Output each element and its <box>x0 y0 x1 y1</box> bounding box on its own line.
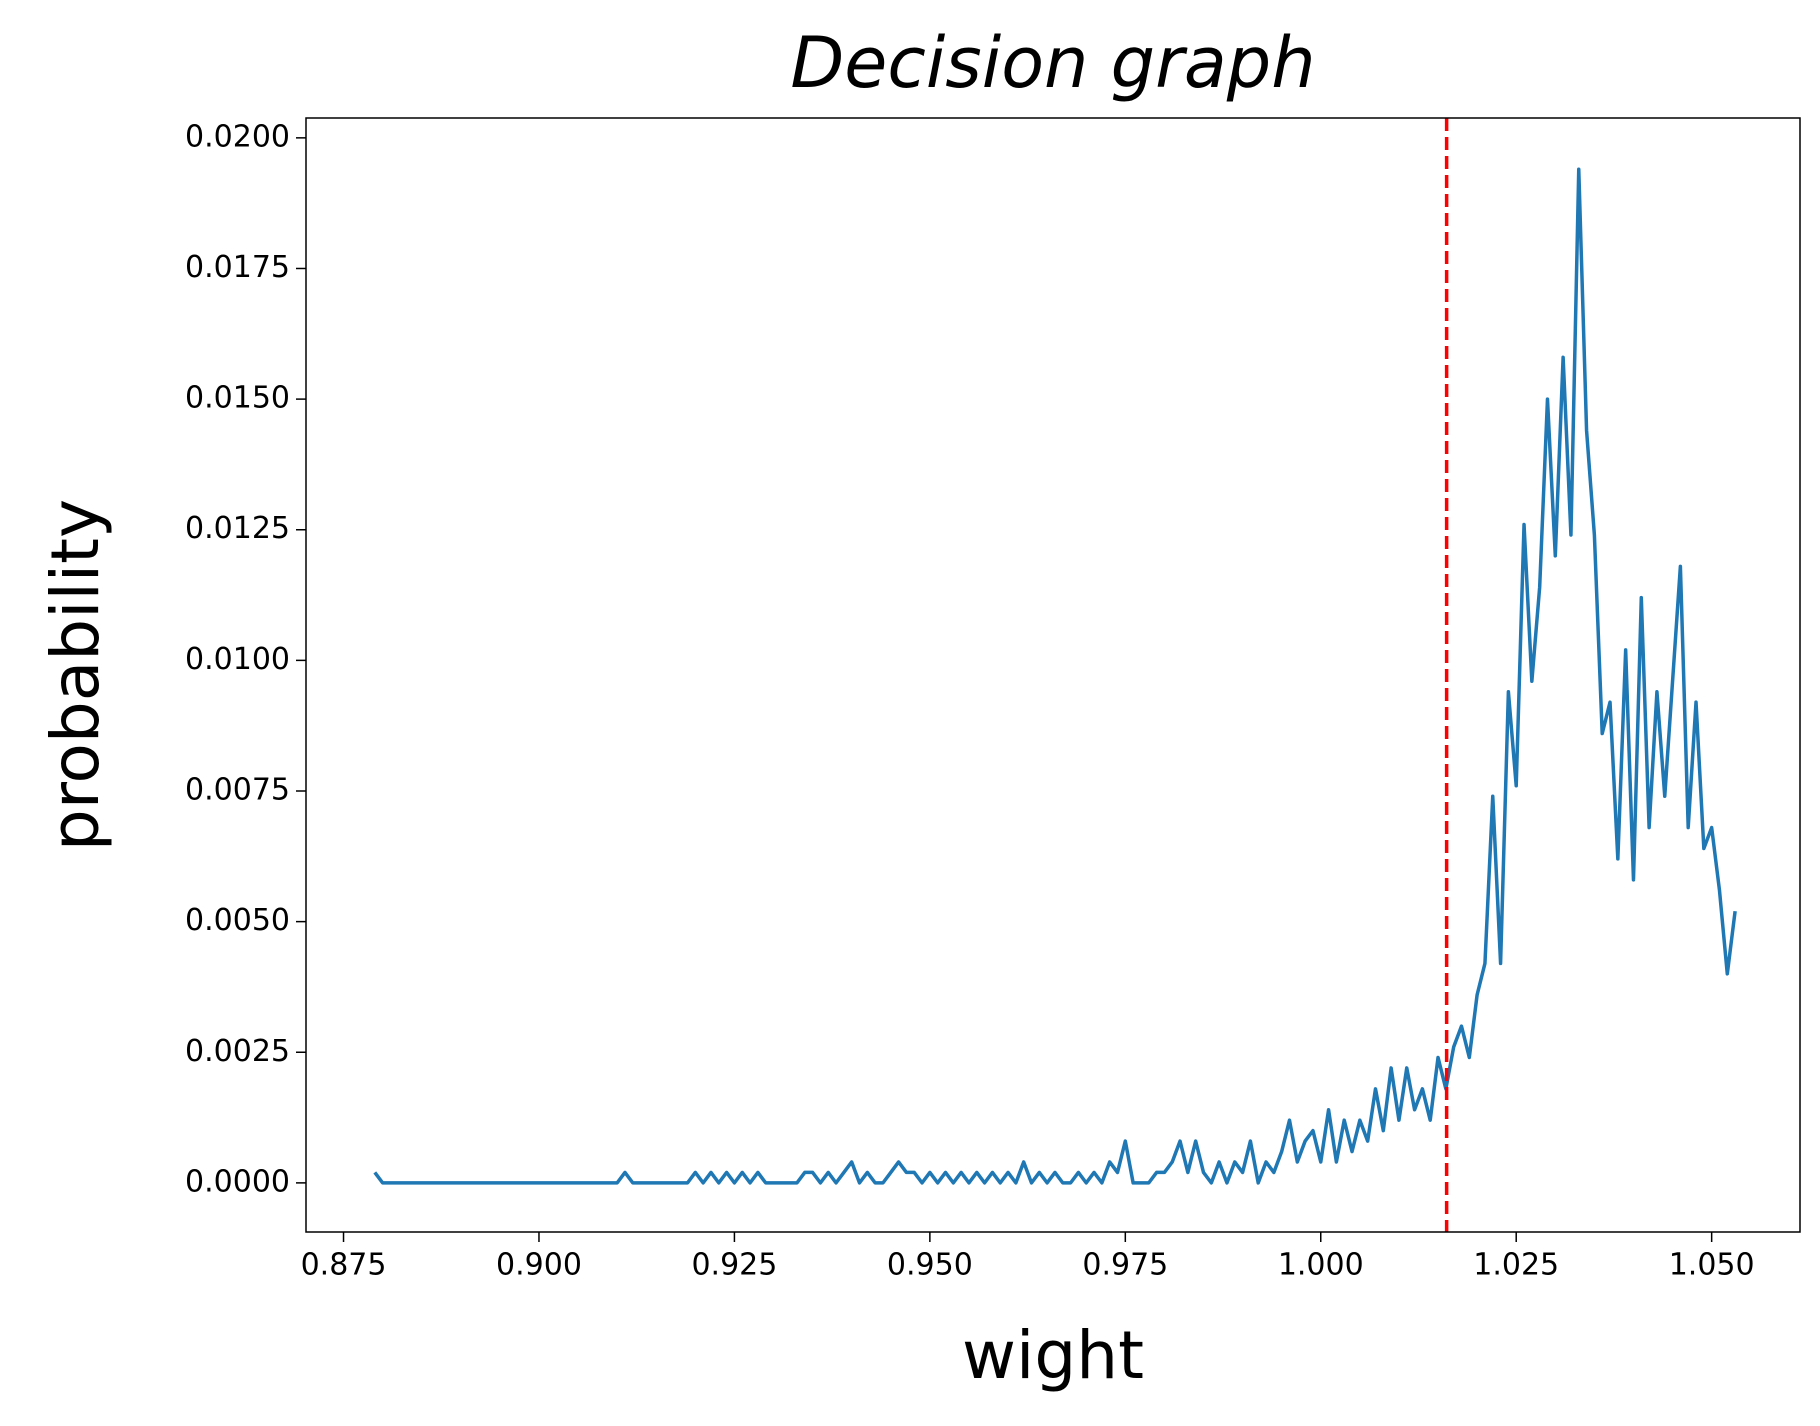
y-tick-label: 0.0100 <box>185 642 290 677</box>
data-line <box>373 167 1737 1185</box>
y-tick-label: 0.0175 <box>185 250 290 285</box>
y-axis-label: probability <box>37 499 114 851</box>
x-tick-label: 0.975 <box>1082 1248 1168 1283</box>
x-tick-label: 0.950 <box>887 1248 973 1283</box>
x-tick-label: 1.050 <box>1669 1248 1755 1283</box>
chart-title: Decision graph <box>790 22 1315 104</box>
x-axis-label: wight <box>962 1317 1144 1394</box>
x-tick-label: 1.000 <box>1278 1248 1364 1283</box>
y-tick-label: 0.0150 <box>185 381 290 416</box>
plot-frame <box>305 117 1801 1233</box>
y-tick-label: 0.0075 <box>185 772 290 807</box>
y-tick-label: 0.0050 <box>185 903 290 938</box>
y-tick-label: 0.0025 <box>185 1034 290 1069</box>
x-tick-label: 0.925 <box>691 1248 777 1283</box>
x-tick-label: 0.875 <box>301 1248 387 1283</box>
y-tick-label: 0.0000 <box>185 1164 290 1199</box>
y-tick-label: 0.0200 <box>185 119 290 154</box>
y-tick-label: 0.0125 <box>185 511 290 546</box>
x-tick-label: 1.025 <box>1473 1248 1559 1283</box>
x-tick-label: 0.900 <box>496 1248 582 1283</box>
